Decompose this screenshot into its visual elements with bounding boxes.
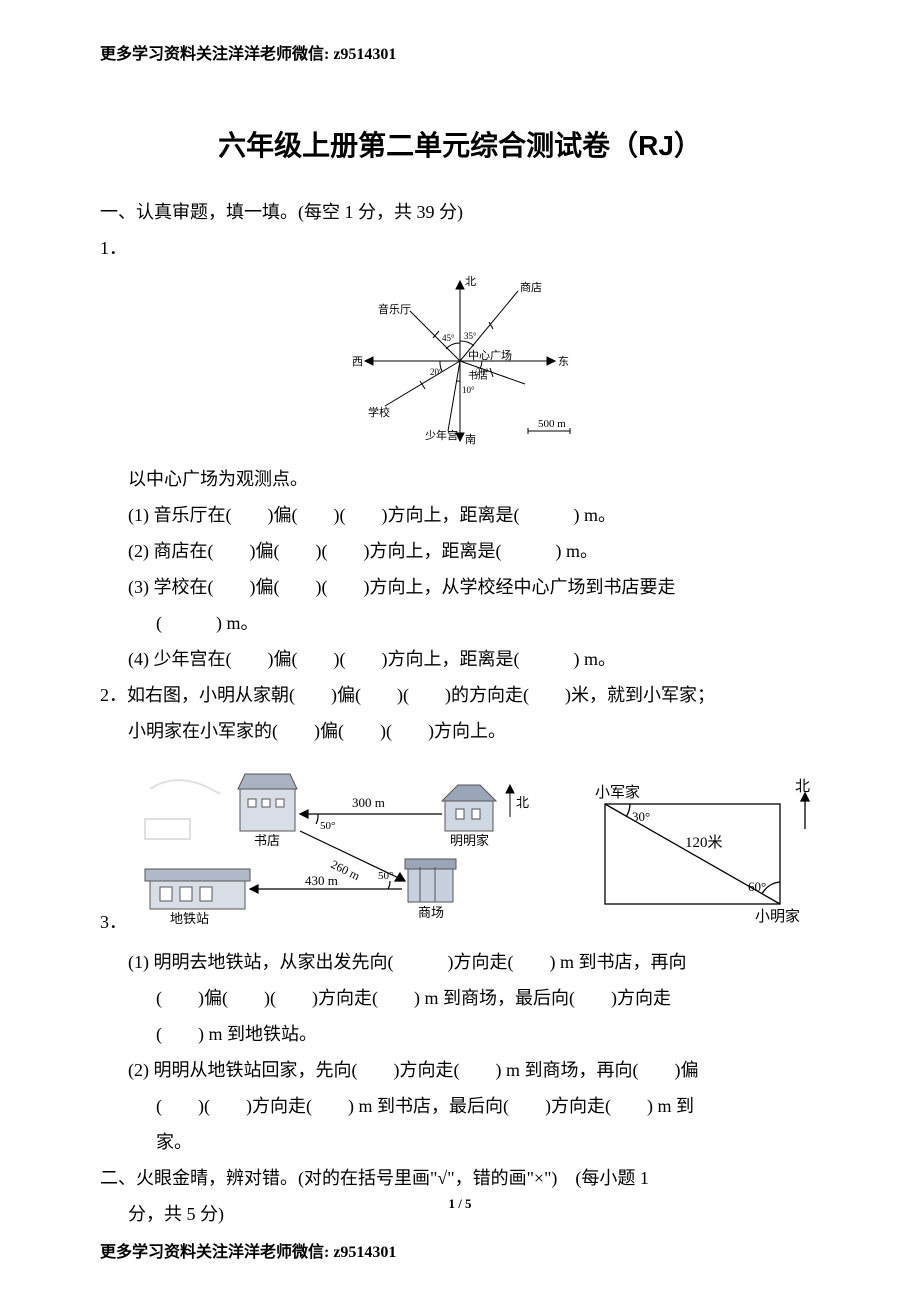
diag3-north: 北 (516, 795, 529, 810)
diag1-north: 北 (465, 275, 476, 288)
diag1-music: 音乐厅 (378, 302, 411, 316)
diagram-row: 3． (100, 759, 820, 934)
q1-3b: ( ) m。 (100, 605, 820, 641)
diag2-xj: 小军家 (595, 784, 640, 801)
diag3-a50b: 50° (378, 870, 393, 882)
diag3-mingming: 明明家 (450, 833, 489, 848)
diag1-south: 南 (465, 433, 476, 446)
page-number: 1 / 5 (0, 1196, 920, 1212)
diag1-a20e: 20° (476, 367, 489, 377)
diagram-3-route: 书店 明明家 北 商场 地铁站 300 m 260 m 430 m 50° 50… (130, 759, 550, 929)
diag1-a10: 10° (462, 385, 475, 395)
diag2-a30: 30° (632, 809, 650, 824)
diag3-subway: 地铁站 (170, 911, 209, 926)
q3-2b: ( )( )方向走( ) m 到书店，最后向( )方向走( ) m 到 (100, 1088, 820, 1124)
footer-note: 更多学习资料关注洋洋老师微信: z9514301 (100, 1238, 396, 1262)
diag1-a20w: 20° (430, 367, 443, 377)
q3-1a: (1) 明明去地铁站，从家出发先向( )方向走( ) m 到书店，再向 (100, 944, 820, 980)
q3-1c: ( ) m 到地铁站。 (100, 1016, 820, 1052)
diag2-xm: 小明家 (755, 908, 800, 925)
q1-4: (4) 少年宫在( )偏( )( )方向上，距离是( ) m。 (100, 641, 820, 677)
diag1-scale: 500 m (538, 418, 566, 430)
diag1-west: 西 (352, 356, 363, 368)
diag1-east: 东 (558, 355, 569, 368)
header-note: 更多学习资料关注洋洋老师微信: z9514301 (100, 40, 820, 64)
diag2-north: 北 (795, 778, 810, 795)
q3-number: 3． (100, 908, 130, 934)
diag1-store: 商店 (520, 280, 542, 294)
q3-2c: 家。 (100, 1124, 820, 1160)
diag1-school: 学校 (368, 405, 390, 419)
q1-2: (2) 商店在( )偏( )( )方向上，距离是( ) m。 (100, 533, 820, 569)
section-2-head-a: 二、火眼金晴，辨对错。(对的在括号里画"√"，错的画"×") (每小题 1 (100, 1160, 820, 1196)
diag2-a60: 60° (748, 879, 766, 894)
q1-number: 1． (100, 230, 820, 266)
diag3-d430: 430 m (305, 873, 338, 888)
diag1-youth: 少年宫 (425, 428, 458, 442)
q1-1: (1) 音乐厅在( )偏( )( )方向上，距离是( ) m。 (100, 497, 820, 533)
q2-line-a: 2．如右图，小明从家朝( )偏( )( )的方向走( )米，就到小军家； (100, 677, 820, 713)
diag3-a50a: 50° (320, 820, 335, 832)
q3-1b: ( )偏( )( )方向走( ) m 到商场，最后向( )方向走 (100, 980, 820, 1016)
q3-2a: (2) 明明从地铁站回家，先向( )方向走( ) m 到商场，再向( )偏 (100, 1052, 820, 1088)
diag1-a45: 45° (442, 333, 455, 343)
diagram-2-triangle: 小军家 小明家 北 120米 30° 60° (590, 769, 820, 929)
diag3-bookstore: 书店 (254, 833, 280, 848)
diagram-1-compass: 北 南 东 西 商店 音乐厅 中心广场 书店 学校 少年宫 500 m 45° … (100, 271, 820, 456)
q1-intro: 以中心广场为观测点。 (100, 461, 820, 497)
page-title: 六年级上册第二单元综合测试卷（RJ） (100, 124, 820, 164)
diag1-a35: 35° (464, 331, 477, 341)
diag2-dist: 120米 (685, 834, 723, 851)
diag1-center: 中心广场 (468, 348, 512, 362)
section-1-head: 一、认真审题，填一填。(每空 1 分，共 39 分) (100, 194, 820, 230)
q1-3a: (3) 学校在( )偏( )( )方向上，从学校经中心广场到书店要走 (100, 569, 820, 605)
diag3-mall: 商场 (418, 905, 444, 920)
q2-line-b: 小明家在小军家的( )偏( )( )方向上。 (100, 713, 820, 749)
diag3-d300: 300 m (352, 795, 385, 810)
